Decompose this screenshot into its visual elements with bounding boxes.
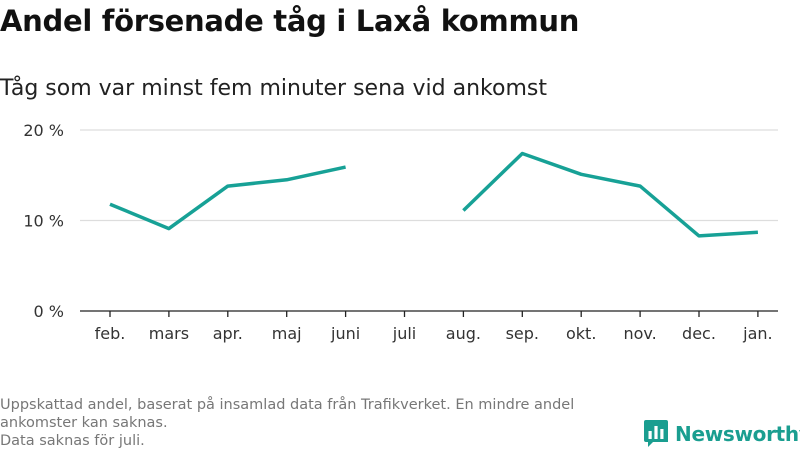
x-tick-label: maj: [272, 324, 302, 343]
x-tick-label: dec.: [682, 324, 716, 343]
series-line: [462, 151, 759, 238]
x-tick-label: apr.: [213, 324, 243, 343]
bar-chart-logo-icon: [644, 420, 668, 447]
x-tick-label: juni: [330, 324, 360, 343]
x-tick-label: nov.: [623, 324, 656, 343]
footnote-line: ankomster kan saknas.: [0, 415, 168, 431]
x-tick-label: jan.: [742, 324, 772, 343]
x-tick-label: aug.: [446, 324, 481, 343]
footnote-line: Uppskattad andel, baserat på insamlad da…: [0, 397, 575, 413]
x-tick-label: sep.: [506, 324, 539, 343]
footnote: Uppskattad andel, baserat på insamlad da…: [0, 396, 640, 450]
y-tick-label: 0 %: [34, 302, 64, 321]
y-tick-label: 20 %: [23, 121, 64, 140]
chart-title: Andel försenade tåg i Laxå kommun: [0, 4, 580, 38]
x-tick-label: okt.: [566, 324, 596, 343]
x-tick-label: feb.: [95, 324, 126, 343]
brand-name: Newsworthy: [675, 421, 800, 446]
footnote-line: Data saknas för juli.: [0, 433, 145, 449]
chart-subtitle: Tåg som var minst fem minuter sena vid a…: [0, 76, 547, 101]
x-tick-label: juli: [392, 324, 416, 343]
y-tick-label: 10 %: [23, 212, 64, 231]
series-line: [109, 165, 346, 231]
x-tick-label: mars: [149, 324, 189, 343]
newsworthy-logo: Newsworthy: [644, 420, 800, 447]
